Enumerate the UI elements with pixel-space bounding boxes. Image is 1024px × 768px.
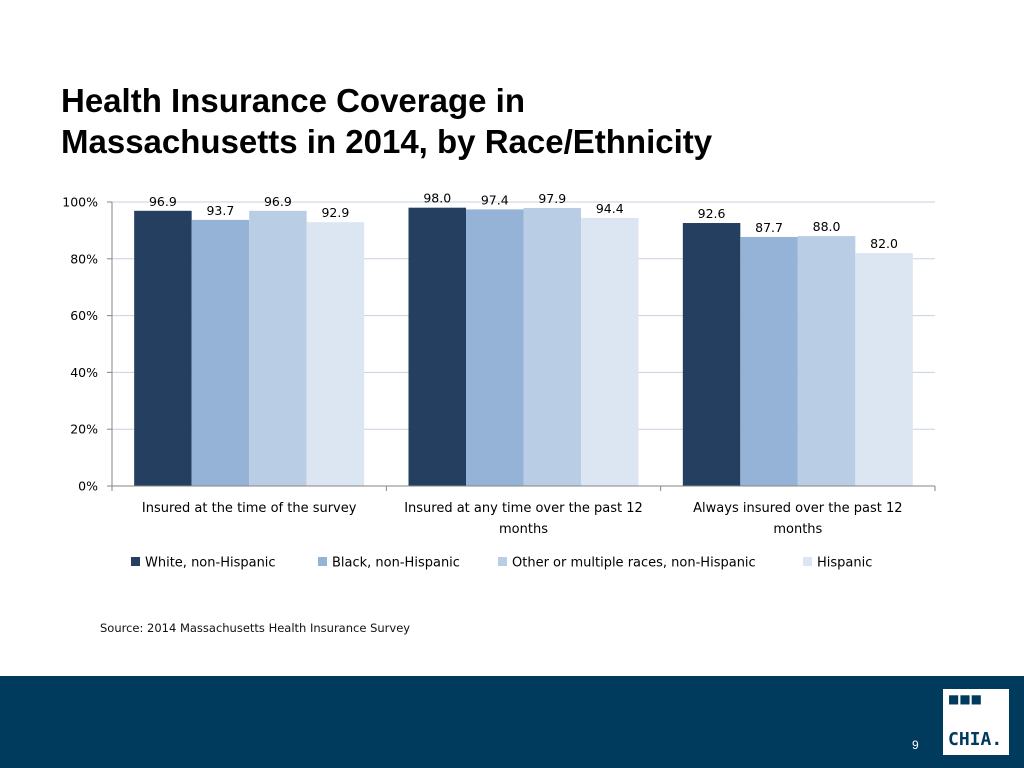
y-tick-label: 80% — [70, 251, 98, 266]
bar — [466, 209, 524, 486]
bar — [682, 223, 741, 487]
source-note: Source: 2014 Massachusetts Health Insura… — [100, 621, 411, 635]
bars — [134, 207, 913, 487]
bar — [581, 217, 639, 487]
legend-swatch — [318, 557, 327, 566]
data-label: 98.0 — [423, 191, 451, 206]
axes: 0% 20% 40% 60% 80% 100% Insured at the time of… — [62, 195, 936, 537]
logo-text: CHIA. — [948, 729, 1003, 750]
data-label: 82.0 — [870, 236, 898, 251]
three-dots-icon: ■■■ — [948, 692, 983, 706]
x-tick-label-line: Insured at the time of the survey — [142, 501, 357, 516]
data-label: 87.7 — [755, 220, 783, 235]
data-label: 96.9 — [264, 194, 292, 209]
data-label: 92.9 — [321, 205, 349, 220]
slide-title-line-1: Health Insurance Coverage in — [61, 82, 525, 119]
bar — [249, 210, 307, 486]
bar — [191, 219, 250, 486]
bar — [134, 210, 192, 486]
legend-label: Other or multiple races, non-Hispanic — [512, 556, 756, 571]
legend-label: Black, non-Hispanic — [332, 556, 460, 571]
data-label: 92.6 — [698, 206, 726, 221]
bar — [855, 253, 913, 486]
x-tick-label: Insured at the time of the survey — [142, 501, 357, 516]
y-tick-label: 20% — [70, 422, 98, 437]
legend-swatch — [131, 557, 140, 566]
legend-label: White, non-Hispanic — [145, 556, 276, 571]
data-labels: 96.9 93.7 96.9 92.9 98.0 97.4 97.9 94.4 92.6 87.7… — [149, 191, 898, 251]
slide-title-line-2: Massachusetts in 2014, by Race/Ethnicity — [61, 123, 713, 160]
slide-title: Health Insurance Coverage in Massachuset… — [61, 80, 961, 162]
y-tick-label: 100% — [62, 195, 98, 210]
bar — [408, 207, 466, 486]
x-tick-label: Insured at any time over the past 12 mont… — [404, 501, 643, 537]
legend: White, non-Hispanic Black, non-Hispanic Ot… — [131, 556, 872, 571]
x-tick-label-line: months — [773, 522, 822, 537]
x-tick-label-line: months — [499, 522, 548, 537]
legend-label: Hispanic — [817, 556, 872, 571]
data-label: 94.4 — [596, 201, 624, 216]
y-tick-label: 0% — [78, 479, 98, 494]
footer-band — [0, 676, 1024, 768]
x-tick-label-line: Insured at any time over the past 12 — [404, 501, 643, 516]
bar — [306, 222, 365, 486]
page-number: 9 — [912, 738, 919, 752]
bar — [740, 236, 798, 486]
x-tick-label-line: Always insured over the past 12 — [693, 501, 902, 516]
data-label: 97.9 — [538, 191, 566, 206]
data-label: 93.7 — [206, 203, 234, 218]
bar — [523, 207, 581, 487]
data-label: 97.4 — [481, 192, 509, 207]
x-tick-label: Always insured over the past 12 months — [693, 501, 902, 537]
chia-logo: ■■■ CHIA. — [943, 689, 1009, 755]
data-label: 96.9 — [149, 194, 177, 209]
y-tick-label: 60% — [70, 308, 98, 323]
data-label: 88.0 — [813, 219, 841, 234]
legend-swatch — [803, 557, 812, 566]
coverage-bar-chart: 0% 20% 40% 60% 80% 100% Insured at the time of… — [62, 191, 936, 571]
legend-swatch — [498, 557, 507, 566]
y-tick-label: 40% — [70, 365, 98, 380]
bar — [797, 236, 856, 486]
